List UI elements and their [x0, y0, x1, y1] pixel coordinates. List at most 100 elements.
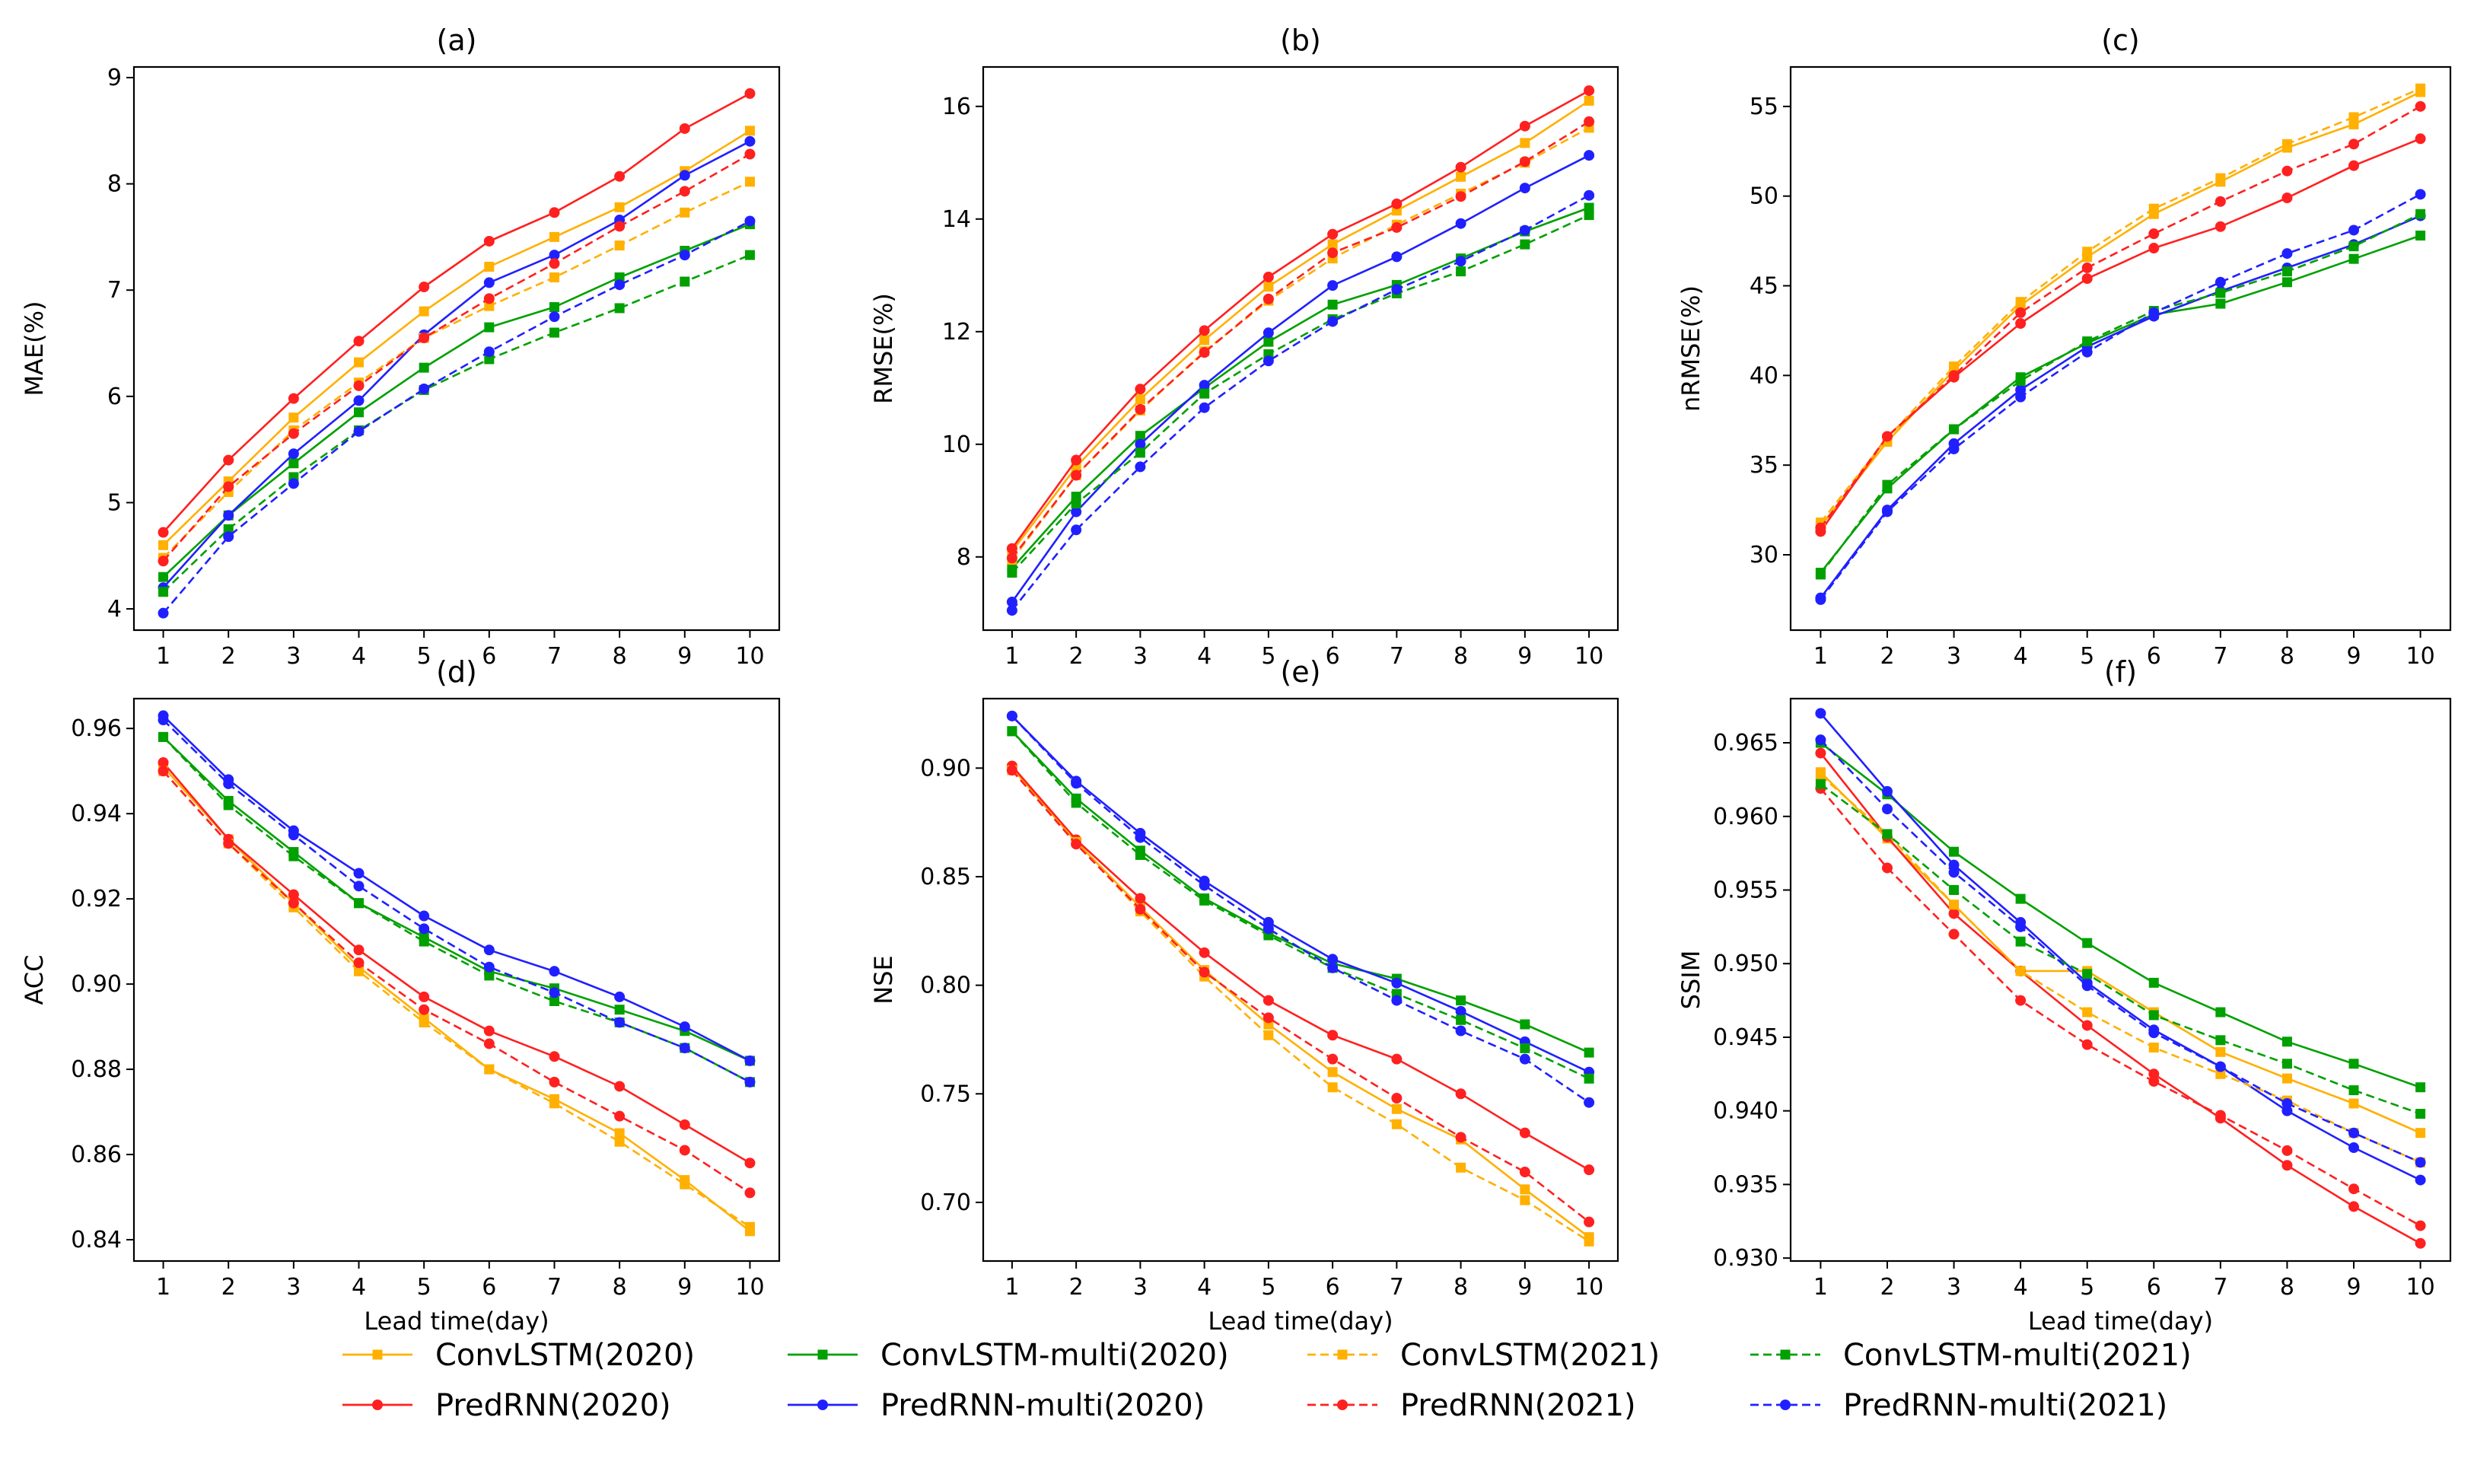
- panel-c-xtick-label: 8: [2280, 643, 2294, 670]
- panel-c-series-predrnn-2021-point: [1815, 522, 1826, 533]
- panel-a-series-predrnn-multi-2021-point: [679, 250, 690, 261]
- panel-b-title: (b): [1280, 24, 1321, 57]
- panel-f-series-predrnn-2021-point: [2348, 1183, 2360, 1195]
- panel-c-series-predrnn-2020-point: [2415, 133, 2426, 145]
- panel-c-ytick-label: 50: [1750, 183, 1778, 210]
- panel-a-ytick-label: 7: [107, 277, 122, 304]
- panel-f-series-convlstm-2021-line: [1820, 774, 2421, 1164]
- panel-f-series-predrnn-multi-2021-point: [2081, 980, 2093, 992]
- panel-f-series-predrnn-multi-2020-point: [1881, 785, 1893, 797]
- panel-b-xtick-label: 1: [1005, 643, 1019, 670]
- panel-a-series-convlstm-2021-point: [549, 272, 559, 282]
- panel-d-series-predrnn-2021-point: [158, 766, 169, 777]
- panel-d-series-convlstm-multi-2020-point: [614, 1005, 625, 1015]
- panel-c-series-convlstm-2021-point: [2082, 247, 2093, 257]
- panel-f-series-predrnn-multi-2021-point: [1815, 734, 1826, 746]
- panel-c-xtick-label: 2: [1880, 643, 1894, 670]
- panel-e-series-convlstm-2020-point: [1327, 1067, 1338, 1078]
- panel-f-series-convlstm-multi-2020-line: [1820, 741, 2421, 1088]
- panel-c-series-predrnn-2021-point: [2081, 262, 2093, 273]
- panel-b-series-predrnn-2020-point: [1006, 543, 1017, 554]
- panel-a-xtick-label: 6: [482, 643, 496, 670]
- panel-a-xtick-label: 3: [286, 643, 301, 670]
- panel-a-ytick-label: 6: [107, 384, 122, 410]
- panel-e-ytick-label: 0.80: [920, 973, 971, 999]
- panel-e-xlabel: Lead time(day): [1208, 1307, 1393, 1336]
- panel-e-series-convlstm-multi-2020-point: [1584, 1047, 1594, 1058]
- panel-d-series-convlstm-2021-point: [744, 1221, 755, 1232]
- panel-c-title: (c): [2101, 24, 2140, 57]
- panel-a-xtick-label: 9: [677, 643, 692, 670]
- panel-b-series-convlstm-2020-point: [1135, 394, 1145, 405]
- panel-b-series-predrnn-2021-point: [1199, 347, 1210, 358]
- panel-f-ytick-label: 0.935: [1713, 1171, 1778, 1198]
- panel-c-series-predrnn-2020-point: [2348, 160, 2360, 171]
- panel-b-series-predrnn-2020: [1006, 85, 1595, 554]
- panel-d-series-convlstm-2021-point: [680, 1179, 690, 1189]
- panel-a-series-predrnn-multi-2021-point: [353, 425, 365, 437]
- panel-f-series-predrnn-2020-point: [1948, 908, 1960, 919]
- panel-c-xtick-label: 6: [2147, 643, 2161, 670]
- panel-d-series-predrnn-multi-2021-point: [223, 778, 234, 789]
- panel-b-series-convlstm-multi-2021-point: [1007, 568, 1017, 578]
- panel-e-ytick-label: 0.90: [920, 755, 971, 782]
- panel-e-series-convlstm-2020-point: [1520, 1184, 1530, 1195]
- panel-e-series-convlstm-multi-2021-point: [1456, 1014, 1466, 1025]
- panel-b-xtick-label: 5: [1261, 643, 1275, 670]
- panel-f-ytick-label: 0.965: [1713, 730, 1778, 756]
- panel-d-series-predrnn-multi-2021-point: [744, 1076, 756, 1088]
- panel-d-ytick-label: 0.84: [71, 1227, 122, 1253]
- panel-d-series-convlstm-multi-2021-line: [162, 736, 751, 1084]
- panel-d-series-convlstm-2020-line: [162, 766, 751, 1232]
- panel-f-series-convlstm-2021-point: [2082, 1007, 2093, 1017]
- panel-a-series-convlstm-multi-2020-point: [158, 572, 169, 582]
- panel-b-series-predrnn-multi-2021-line: [1011, 194, 1590, 611]
- panel-a-series-predrnn-2020-point: [223, 454, 234, 466]
- panel-b-series-convlstm-multi-2021-point: [1456, 266, 1466, 277]
- panel-d-ytick-label: 0.92: [71, 886, 122, 912]
- panel-d-series-convlstm-multi-2021-point: [288, 851, 299, 861]
- panel-b-series-convlstm-2020-point: [1456, 171, 1466, 182]
- panel-a-series-predrnn-multi-2020-point: [223, 510, 234, 521]
- panel-b-series-predrnn-2020-point: [1327, 228, 1339, 240]
- panel-e-series-predrnn-multi-2021-point: [1071, 778, 1082, 789]
- panel-a-series-convlstm-2020: [158, 126, 755, 550]
- panel-f-series-convlstm-multi-2021-point: [2415, 1109, 2426, 1119]
- panel-f-series-convlstm-multi-2021-point: [2015, 936, 2026, 947]
- panel-b-series-predrnn-2020-line: [1011, 89, 1590, 549]
- panel-e-series-predrnn-2020-point: [1262, 995, 1274, 1006]
- panel-a-series-predrnn-multi-2020-point: [679, 170, 690, 181]
- panel-b-series-predrnn-multi-2020-point: [1519, 183, 1530, 194]
- panel-e-series-predrnn-2020-point: [1455, 1088, 1466, 1100]
- panel-c-series-predrnn-2020-point: [2215, 221, 2226, 232]
- panel-c-series-predrnn-multi-2021-point: [2148, 307, 2160, 318]
- panel-a-series-predrnn-2020-point: [288, 393, 299, 404]
- panel-d-series-convlstm-2021-point: [614, 1136, 625, 1147]
- panel-a-series-predrnn-multi-2021-point: [288, 478, 299, 489]
- panel-c-series-predrnn-multi-2021-point: [2415, 189, 2426, 200]
- panel-a-series-predrnn-2021-line: [162, 153, 751, 562]
- panel-a-series-convlstm-2021-point: [614, 240, 625, 251]
- panel-b-series-convlstm-2020-point: [1584, 95, 1594, 106]
- panel-c-ytick-label: 40: [1750, 362, 1778, 389]
- panel-f-series-convlstm-2021-point: [1815, 770, 1826, 781]
- panel-c-series-convlstm-multi-2020-line: [1820, 234, 2421, 574]
- panel-e-xtick-label: 10: [1575, 1274, 1603, 1301]
- panel-e-series-predrnn-2020-point: [1135, 893, 1146, 904]
- panel-c-series-predrnn-2020-point: [2281, 193, 2293, 204]
- panel-c-series-predrnn-2021-point: [2148, 228, 2160, 240]
- panel-f-series-predrnn-multi-2021-point: [2015, 921, 2027, 932]
- legend-item-convlstm-2020-marker: [372, 1349, 383, 1360]
- panel-e-title: (e): [1280, 655, 1320, 689]
- panel-b-series-predrnn-2020-point: [1584, 85, 1595, 97]
- panel-a-xtick-label: 4: [352, 643, 366, 670]
- legend-item-convlstm-2021: ConvLSTM(2021): [1307, 1338, 1660, 1373]
- panel-e-ytick-label: 0.75: [920, 1081, 971, 1107]
- panel-e-series-predrnn-multi-2021-point: [1006, 710, 1017, 721]
- panel-f-ylabel: SSIM: [1676, 951, 1705, 1010]
- panel-f-series-convlstm-multi-2021-point: [2148, 1010, 2159, 1021]
- panel-a-series-predrnn-multi-2021-point: [223, 531, 234, 543]
- panel-c-series-predrnn-multi-2021-point: [1815, 594, 1826, 605]
- legend-item-predrnn-2020: PredRNN(2020): [342, 1388, 671, 1423]
- panel-d-series-predrnn-2020-point: [483, 1025, 495, 1037]
